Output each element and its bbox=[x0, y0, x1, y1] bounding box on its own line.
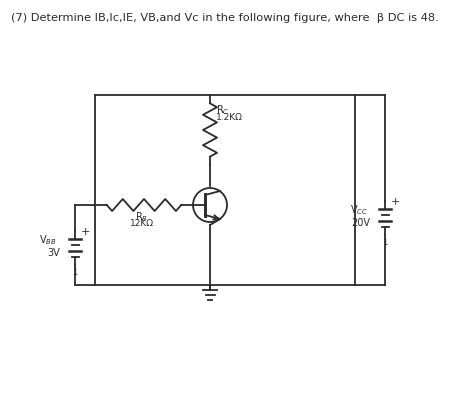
Text: 1.2KΩ: 1.2KΩ bbox=[216, 113, 243, 122]
Text: V$_{BB}$: V$_{BB}$ bbox=[39, 233, 57, 247]
Text: +: + bbox=[390, 197, 400, 207]
Text: 20V: 20V bbox=[351, 218, 370, 228]
Text: R$_C$: R$_C$ bbox=[216, 103, 230, 117]
Text: 3V: 3V bbox=[47, 248, 60, 258]
Text: V$_{CC}$: V$_{CC}$ bbox=[350, 203, 368, 217]
Text: 1: 1 bbox=[382, 238, 387, 247]
Text: R$_B$: R$_B$ bbox=[135, 210, 148, 224]
Text: +: + bbox=[80, 227, 90, 237]
Text: (7) Determine IB,Ic,IE, VB,and Vc in the following figure, where  β DC is 48.: (7) Determine IB,Ic,IE, VB,and Vc in the… bbox=[11, 13, 439, 23]
Text: 12KΩ: 12KΩ bbox=[130, 219, 154, 228]
Text: 1: 1 bbox=[72, 268, 78, 277]
